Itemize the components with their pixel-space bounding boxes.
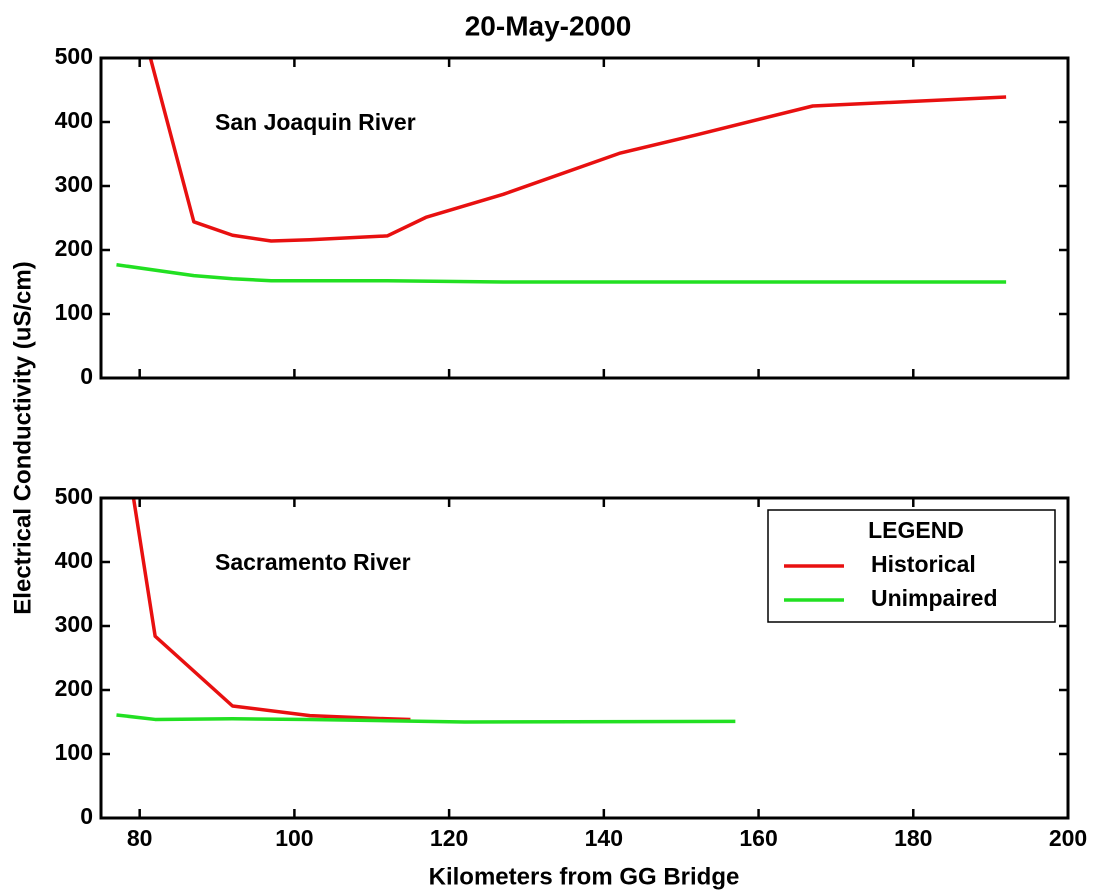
y-tick-label: 400 bbox=[55, 107, 93, 133]
annotation: Sacramento River bbox=[215, 549, 411, 575]
y-tick-label: 100 bbox=[55, 299, 93, 325]
y-tick-label: 200 bbox=[55, 675, 93, 701]
y-tick-label: 0 bbox=[80, 803, 93, 829]
chart-title: 20-May-2000 bbox=[465, 10, 632, 41]
x-tick-label: 80 bbox=[127, 825, 153, 851]
x-axis-label: Kilometers from GG Bridge bbox=[429, 863, 740, 890]
data-line bbox=[116, 713, 736, 724]
x-tick-label: 160 bbox=[739, 825, 777, 851]
legend-label: Unimpaired bbox=[871, 585, 998, 611]
y-tick-label: 300 bbox=[55, 171, 93, 197]
x-tick-label: 180 bbox=[894, 825, 932, 851]
data-line bbox=[131, 498, 411, 722]
y-tick-label: 400 bbox=[55, 547, 93, 573]
legend-label: Historical bbox=[871, 551, 976, 577]
x-tick-label: 200 bbox=[1049, 825, 1087, 851]
axes-box bbox=[99, 496, 1070, 820]
x-tick-label: 120 bbox=[430, 825, 468, 851]
annotation: San Joaquin River bbox=[215, 109, 416, 135]
axes-box bbox=[99, 56, 1070, 380]
y-tick-label: 500 bbox=[55, 483, 93, 509]
y-tick-label: 300 bbox=[55, 611, 93, 637]
y-tick-label: 100 bbox=[55, 739, 93, 765]
legend-title: LEGEND bbox=[868, 517, 964, 543]
y-axis-label: Electrical Conductivity (uS/cm) bbox=[9, 261, 36, 614]
data-line bbox=[148, 58, 1007, 243]
y-tick-label: 0 bbox=[80, 363, 93, 389]
x-tick-label: 140 bbox=[585, 825, 623, 851]
data-line bbox=[116, 262, 1007, 284]
y-tick-label: 500 bbox=[55, 43, 93, 69]
x-tick-label: 100 bbox=[275, 825, 313, 851]
y-tick-label: 200 bbox=[55, 235, 93, 261]
